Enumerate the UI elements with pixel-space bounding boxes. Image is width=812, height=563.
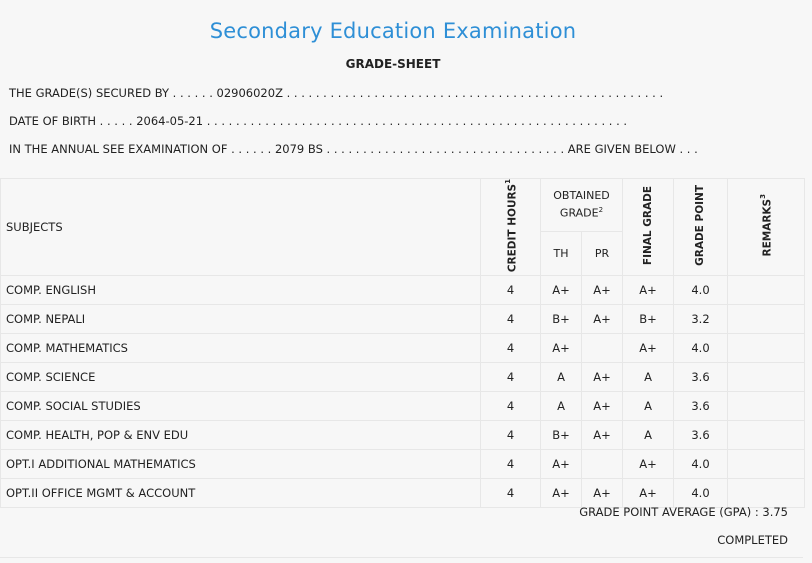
table-row: COMP. SOCIAL STUDIES 4 A A+ A 3.6: [0, 391, 805, 422]
page-subtitle: GRADE-SHEET: [345, 57, 441, 71]
subject-cell: OPT.II OFFICE MGMT & ACCOUNT: [0, 478, 481, 509]
table-row: COMP. HEALTH, POP & ENV EDU 4 B+ A+ A 3.6: [0, 420, 805, 451]
credit-cell: 4: [480, 420, 541, 451]
pr-grade-cell: [581, 333, 623, 364]
final-grade-cell: A: [622, 362, 674, 393]
pr-grade-cell: [581, 449, 623, 480]
final-grade-cell: B+: [622, 304, 674, 335]
th-grade-cell: A+: [540, 478, 582, 509]
subject-cell: COMP. SCIENCE: [0, 362, 481, 393]
final-grade-header: FINAL GRADE: [622, 177, 674, 277]
remarks-cell: [727, 420, 805, 451]
credit-cell: 4: [480, 478, 541, 509]
grade-point-cell: 3.6: [673, 420, 728, 451]
final-grade-cell: A: [622, 391, 674, 422]
subject-cell: COMP. NEPALI: [0, 304, 481, 335]
pr-grade-cell: A+: [581, 420, 623, 451]
table-row: COMP. ENGLISH 4 A+ A+ A+ 4.0: [0, 275, 805, 306]
final-grade-cell: A+: [622, 333, 674, 364]
table-row: OPT.II OFFICE MGMT & ACCOUNT 4 A+ A+ A+ 4.0: [0, 478, 805, 509]
th-grade-cell: B+: [540, 304, 582, 335]
completion-status: COMPLETED: [717, 533, 788, 547]
gpa-summary: GRADE POINT AVERAGE (GPA) : 3.75: [579, 505, 788, 519]
table-row: COMP. MATHEMATICS 4 A+ A+ 4.0: [0, 333, 805, 364]
grade-point-cell: 3.2: [673, 304, 728, 335]
grades-table: SUBJECTS CREDIT HOURS1 OBTAINED GRADE2 F…: [0, 177, 805, 509]
final-grade-cell: A+: [622, 478, 674, 509]
date-of-birth-line: DATE OF BIRTH . . . . . 2064-05-21 . . .…: [9, 114, 628, 128]
grade-point-header: GRADE POINT: [673, 177, 728, 277]
credit-cell: 4: [480, 362, 541, 393]
grade-point-cell: 4.0: [673, 275, 728, 306]
table-row: COMP. SCIENCE 4 A A+ A 3.6: [0, 362, 805, 393]
grade-point-cell: 3.6: [673, 391, 728, 422]
remarks-header: REMARKS3: [727, 177, 805, 277]
final-grade-cell: A+: [622, 275, 674, 306]
pr-grade-cell: A+: [581, 362, 623, 393]
final-grade-cell: A: [622, 420, 674, 451]
pr-grade-cell: A+: [581, 275, 623, 306]
subject-cell: OPT.I ADDITIONAL MATHEMATICS: [0, 449, 481, 480]
credit-cell: 4: [480, 333, 541, 364]
remarks-cell: [727, 362, 805, 393]
table-row: OPT.I ADDITIONAL MATHEMATICS 4 A+ A+ 4.0: [0, 449, 805, 480]
page-title: Secondary Education Examination: [209, 19, 577, 43]
grade-point-cell: 4.0: [673, 449, 728, 480]
grade-point-cell: 4.0: [673, 478, 728, 509]
table-row: COMP. NEPALI 4 B+ A+ B+ 3.2: [0, 304, 805, 335]
bottom-divider: [0, 557, 803, 558]
remarks-cell: [727, 449, 805, 480]
pr-grade-cell: A+: [581, 304, 623, 335]
th-grade-cell: A+: [540, 449, 582, 480]
subject-cell: COMP. MATHEMATICS: [0, 333, 481, 364]
remarks-cell: [727, 304, 805, 335]
th-grade-cell: B+: [540, 420, 582, 451]
remarks-cell: [727, 275, 805, 306]
credit-cell: 4: [480, 449, 541, 480]
remarks-cell: [727, 478, 805, 509]
secured-by-line: THE GRADE(S) SECURED BY . . . . . . 0290…: [9, 86, 664, 100]
grade-point-cell: 4.0: [673, 333, 728, 364]
th-grade-cell: A+: [540, 275, 582, 306]
subject-cell: COMP. HEALTH, POP & ENV EDU: [0, 420, 481, 451]
credit-cell: 4: [480, 275, 541, 306]
subject-cell: COMP. ENGLISH: [0, 275, 481, 306]
pr-grade-cell: A+: [581, 391, 623, 422]
credit-cell: 4: [480, 391, 541, 422]
credit-cell: 4: [480, 304, 541, 335]
final-grade-cell: A+: [622, 449, 674, 480]
credit-hours-header: CREDIT HOURS1: [480, 177, 541, 277]
exam-line: IN THE ANNUAL SEE EXAMINATION OF . . . .…: [9, 142, 698, 156]
remarks-cell: [727, 333, 805, 364]
grade-point-cell: 3.6: [673, 362, 728, 393]
obtained-grade-header: OBTAINED GRADE2: [540, 177, 623, 233]
remarks-cell: [727, 391, 805, 422]
pr-header: PR: [581, 231, 623, 277]
subject-cell: COMP. SOCIAL STUDIES: [0, 391, 481, 422]
th-grade-cell: A+: [540, 333, 582, 364]
th-grade-cell: A: [540, 362, 582, 393]
pr-grade-cell: A+: [581, 478, 623, 509]
th-grade-cell: A: [540, 391, 582, 422]
th-header: TH: [540, 231, 582, 277]
subjects-header: SUBJECTS: [0, 177, 481, 277]
